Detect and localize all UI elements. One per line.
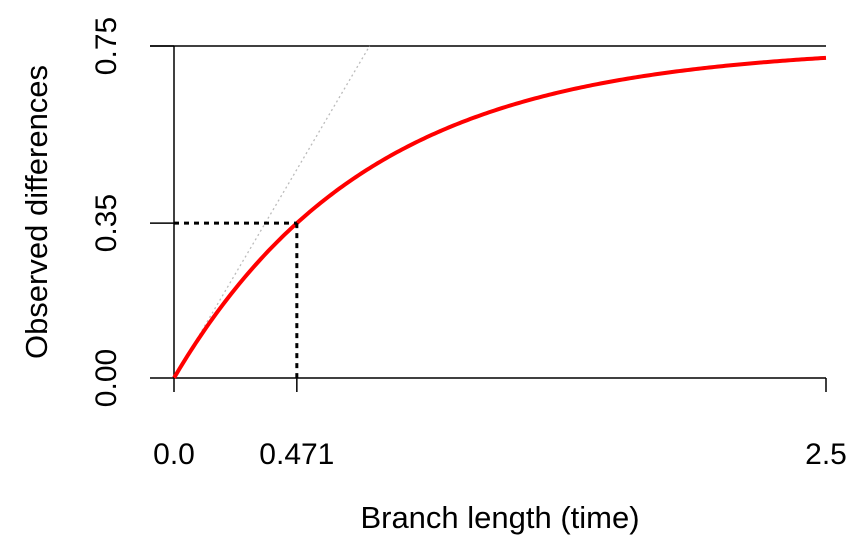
identity-reference-line — [173, 45, 371, 379]
y-tick-label: 0.35 — [90, 194, 123, 252]
saturation-curve — [172, 55, 827, 380]
y-tick-label: 0.75 — [90, 17, 123, 75]
y-ticks: 0.00 0.35 0.75 — [90, 17, 174, 407]
plot-area — [150, 45, 827, 380]
y-axis-title: Observed differences — [19, 65, 54, 359]
y-tick-label: 0.00 — [90, 349, 123, 407]
x-tick-label: 0.0 — [153, 438, 195, 471]
x-tick-label: 0.471 — [259, 438, 334, 471]
x-axis-title: Branch length (time) — [360, 500, 639, 535]
x-ticks: 0.0 0.471 2.5 — [153, 378, 847, 471]
x-tick-label: 2.5 — [805, 438, 847, 471]
